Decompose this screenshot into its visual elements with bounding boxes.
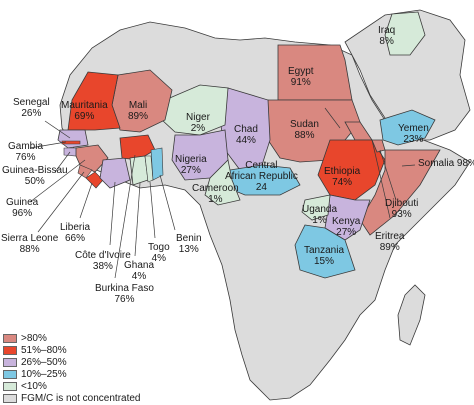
region-iraq — [384, 11, 426, 56]
label-nigeria: Nigeria 27% — [175, 154, 207, 176]
legend-label: 51%–80% — [21, 344, 67, 356]
label-mali: Mali 89% — [128, 100, 149, 122]
madagascar — [397, 284, 426, 346]
legend-item-51-80: 51%–80% — [3, 344, 141, 356]
label-uganda: Uganda 1% — [302, 204, 338, 226]
legend-swatch — [3, 357, 17, 367]
label-sierra-leone: Sierra Leone 88% — [1, 233, 59, 255]
label-tanzania: Tanzania 15% — [304, 245, 345, 267]
legend-item-10-25: 10%–25% — [3, 368, 141, 380]
region-burkina-faso — [119, 134, 156, 161]
label-kenya: Kenya 27% — [332, 216, 361, 238]
legend-item-not-concentrated: FGM/C is not concentrated — [3, 392, 141, 404]
region-niger — [161, 84, 229, 136]
label-guinea: Guinea 96% — [6, 197, 39, 219]
legend-swatch — [3, 345, 17, 355]
region-mauritania — [67, 71, 121, 131]
legend-swatch — [3, 381, 17, 391]
label-somalia: Somalia 98% — [418, 158, 474, 169]
legend-swatch — [3, 333, 17, 343]
leader-lines — [29, 107, 416, 279]
region-cameroon — [204, 159, 241, 206]
label-eritrea: Eritrea 89% — [375, 231, 405, 253]
map-legend: >80% 51%–80% 26%–50% 10%–25% <10% FGM/C … — [3, 332, 141, 404]
region-egypt — [277, 44, 353, 101]
label-cameroon: Cameroon 1% — [192, 183, 239, 205]
label-gambia: Gambia 76% — [8, 141, 44, 163]
legend-item-gt80: >80% — [3, 332, 141, 344]
label-iraq: Iraq 8% — [378, 25, 396, 47]
legend-label: 10%–25% — [21, 368, 67, 380]
label-car: Central African Republic 24 — [225, 160, 298, 193]
region-yemen — [379, 109, 436, 146]
region-cote-divoire — [99, 157, 131, 189]
label-togo: Togo 4% — [148, 242, 170, 264]
legend-item-26-50: 26%–50% — [3, 356, 141, 368]
label-senegal: Senegal 26% — [13, 97, 50, 119]
label-ethiopia: Ethiopia 74% — [324, 166, 361, 188]
label-djibouti: Djibouti 93% — [385, 198, 419, 220]
label-ghana: Ghana 4% — [124, 260, 155, 282]
legend-item-lt10: <10% — [3, 380, 141, 392]
region-tanzania — [294, 224, 356, 279]
label-benin: Benin 13% — [176, 233, 202, 255]
legend-swatch — [3, 393, 17, 403]
label-yemen: Yemen 23% — [398, 123, 429, 145]
label-guinea-bissau: Guinea-Bissau 50% — [2, 165, 68, 187]
legend-swatch — [3, 369, 17, 379]
label-chad: Chad 44% — [234, 124, 258, 146]
region-somalia — [359, 149, 441, 236]
label-egypt: Egypt 91% — [288, 66, 314, 88]
arabian-peninsula — [344, 9, 471, 141]
label-burkina-faso: Burkina Faso 76% — [95, 283, 154, 305]
label-liberia: Liberia 66% — [60, 222, 91, 244]
legend-label: 26%–50% — [21, 356, 67, 368]
label-sudan: Sudan 88% — [290, 119, 319, 141]
region-benin — [150, 147, 164, 181]
legend-label: <10% — [21, 380, 47, 392]
legend-label: >80% — [21, 332, 47, 344]
legend-label: FGM/C is not concentrated — [21, 392, 141, 404]
label-cote-divoire: Côte d'Ivoire 38% — [75, 250, 131, 272]
label-niger: Niger 2% — [186, 112, 210, 134]
region-uganda — [301, 194, 331, 221]
label-mauritania: Mauritania 69% — [61, 100, 108, 122]
